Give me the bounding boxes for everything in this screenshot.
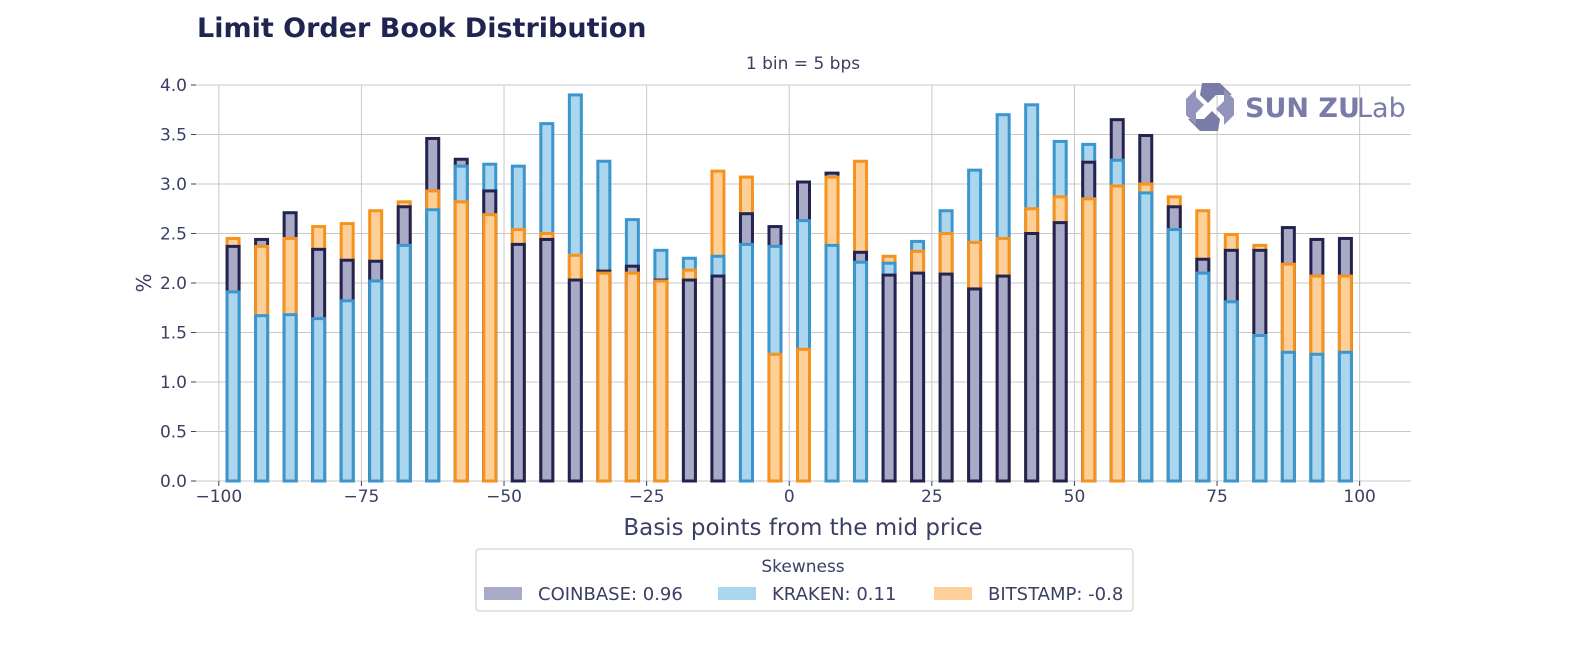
bar-kraken	[311, 317, 327, 483]
watermark-brand-bold: SUN ZU	[1245, 93, 1360, 124]
x-tick-label: 75	[1206, 487, 1228, 507]
y-tick-label: 1.0	[160, 373, 187, 393]
bar-kraken	[1195, 271, 1211, 483]
x-axis-label: Basis points from the mid price	[623, 515, 982, 541]
bar-bitstamp	[1109, 184, 1125, 483]
bar-coinbase	[567, 278, 583, 483]
x-tick-label: 0	[784, 487, 795, 507]
bar-kraken	[1309, 352, 1325, 483]
y-tick-label: 0.0	[160, 472, 187, 492]
bar-coinbase	[1024, 232, 1040, 483]
bar-bitstamp	[453, 200, 469, 483]
bar-kraken	[1280, 350, 1296, 483]
x-tick-label: −100	[195, 487, 242, 507]
legend: Skewness COINBASE: 0.96 KRAKEN: 0.11 BIT…	[475, 548, 1134, 612]
x-tick-label: 100	[1343, 487, 1375, 507]
sun-zu-logo-icon	[1186, 83, 1234, 131]
legend-swatch-kraken	[718, 587, 756, 600]
legend-label-kraken: KRAKEN: 0.11	[772, 584, 896, 605]
bar-coinbase	[938, 272, 954, 483]
bar-bitstamp	[596, 271, 612, 483]
watermark-brand-light: Lab	[1357, 93, 1406, 124]
bar-bitstamp	[767, 352, 783, 483]
y-axis-ticks: 0.0 0.5 1.0 1.5 2.0 2.5 3.0 3.5 4.0	[160, 76, 196, 492]
bar-coinbase	[710, 274, 726, 483]
watermark-logo: SUN ZU Lab	[1186, 83, 1406, 131]
bar-bitstamp	[1081, 197, 1097, 483]
x-tick-label: 25	[921, 487, 943, 507]
bar-kraken	[1223, 300, 1239, 483]
y-tick-label: 2.5	[160, 225, 187, 245]
y-tick-label: 3.0	[160, 175, 187, 195]
bar-coinbase	[967, 287, 983, 483]
legend-swatch-coinbase	[484, 587, 522, 600]
bar-kraken	[1252, 333, 1268, 483]
bar-coinbase	[539, 237, 555, 483]
y-tick-label: 0.5	[160, 423, 187, 443]
x-tick-label: −50	[486, 487, 522, 507]
x-tick-label: 50	[1064, 487, 1086, 507]
bar-kraken	[282, 313, 298, 483]
bar-kraken	[396, 243, 412, 483]
y-tick-label: 2.0	[160, 274, 187, 294]
y-tick-label: 1.5	[160, 324, 187, 344]
bar-coinbase	[910, 271, 926, 483]
bar-coinbase	[881, 273, 897, 483]
legend-label-bitstamp: BITSTAMP: -0.8	[988, 584, 1123, 605]
bar-kraken	[824, 243, 840, 483]
legend-swatch-bitstamp	[934, 587, 972, 600]
bar-kraken	[1138, 191, 1154, 483]
x-tick-label: −25	[629, 487, 665, 507]
bar-kraken	[368, 279, 384, 483]
y-axis-label: %	[132, 273, 156, 292]
legend-title: Skewness	[761, 557, 844, 577]
x-tick-label: −75	[343, 487, 379, 507]
chart-subtitle: 1 bin = 5 bps	[746, 54, 860, 74]
bar-bitstamp	[796, 347, 811, 483]
bars	[225, 93, 1353, 483]
chart-title: Limit Order Book Distribution	[197, 13, 647, 44]
bar-kraken	[339, 299, 355, 483]
bar-kraken	[853, 260, 869, 483]
y-tick-label: 4.0	[160, 76, 187, 96]
bar-bitstamp	[624, 271, 640, 483]
bar-kraken	[425, 208, 441, 483]
bar-kraken	[254, 314, 270, 483]
legend-label-coinbase: COINBASE: 0.96	[538, 584, 683, 605]
bar-kraken	[1337, 350, 1353, 483]
bar-coinbase	[681, 278, 697, 483]
bar-kraken	[738, 242, 754, 483]
bar-coinbase	[995, 274, 1011, 483]
bar-coinbase	[510, 242, 526, 483]
y-tick-label: 3.5	[160, 126, 187, 146]
bar-bitstamp	[653, 279, 669, 483]
x-axis-ticks: −100 −75 −50 −25 0 25 50 75 100	[195, 481, 1376, 507]
bar-kraken	[1166, 228, 1182, 483]
bar-coinbase	[1052, 221, 1068, 483]
bar-bitstamp	[482, 213, 498, 483]
bar-kraken	[225, 290, 241, 483]
